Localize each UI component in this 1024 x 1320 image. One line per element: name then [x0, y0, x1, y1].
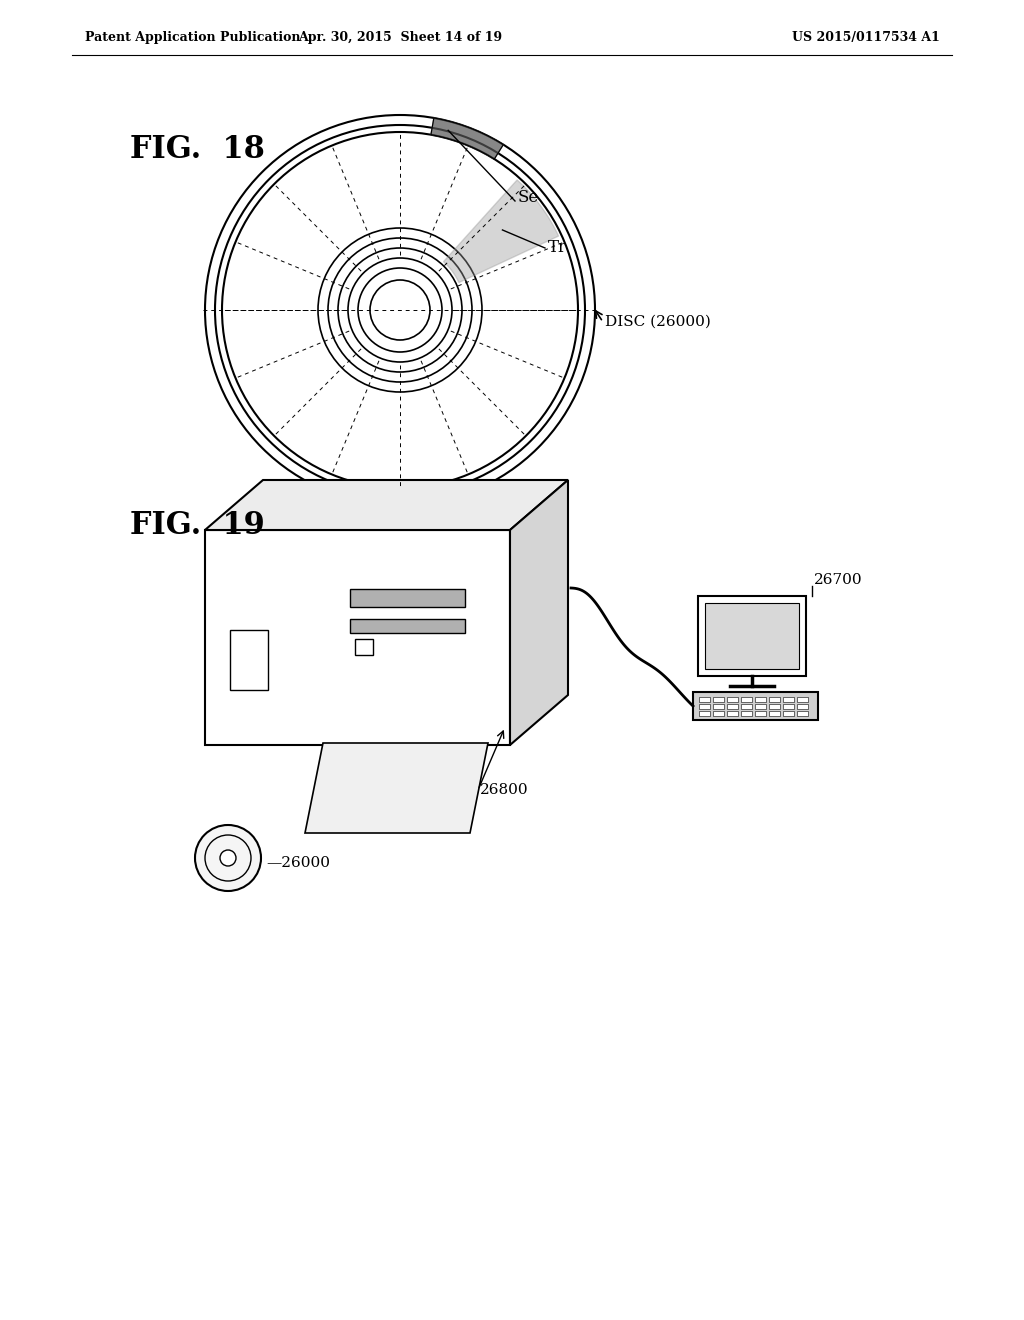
FancyBboxPatch shape: [698, 597, 806, 676]
Text: Apr. 30, 2015  Sheet 14 of 19: Apr. 30, 2015 Sheet 14 of 19: [298, 30, 502, 44]
Circle shape: [195, 825, 261, 891]
FancyBboxPatch shape: [727, 704, 738, 709]
FancyBboxPatch shape: [783, 697, 794, 702]
FancyBboxPatch shape: [797, 711, 808, 715]
Text: Patent Application Publication: Patent Application Publication: [85, 30, 300, 44]
Text: Se: Se: [518, 190, 540, 206]
FancyBboxPatch shape: [797, 697, 808, 702]
FancyBboxPatch shape: [755, 704, 766, 709]
FancyBboxPatch shape: [355, 639, 373, 655]
Polygon shape: [443, 180, 559, 282]
FancyBboxPatch shape: [699, 704, 710, 709]
Polygon shape: [205, 480, 568, 531]
FancyBboxPatch shape: [783, 704, 794, 709]
FancyBboxPatch shape: [699, 711, 710, 715]
Polygon shape: [510, 480, 568, 744]
Text: FIG.  19: FIG. 19: [130, 510, 265, 540]
Text: 26800: 26800: [480, 783, 528, 797]
FancyBboxPatch shape: [755, 711, 766, 715]
FancyBboxPatch shape: [755, 697, 766, 702]
Text: 26700: 26700: [814, 573, 862, 587]
FancyBboxPatch shape: [693, 692, 818, 719]
FancyBboxPatch shape: [713, 704, 724, 709]
FancyBboxPatch shape: [727, 711, 738, 715]
Circle shape: [370, 280, 430, 341]
FancyBboxPatch shape: [713, 711, 724, 715]
FancyBboxPatch shape: [727, 697, 738, 702]
FancyBboxPatch shape: [350, 589, 465, 607]
Text: FIG.  18: FIG. 18: [130, 135, 265, 165]
FancyBboxPatch shape: [741, 711, 752, 715]
FancyBboxPatch shape: [783, 711, 794, 715]
FancyBboxPatch shape: [769, 711, 780, 715]
Circle shape: [220, 850, 236, 866]
FancyBboxPatch shape: [705, 603, 799, 669]
Text: US 2015/0117534 A1: US 2015/0117534 A1: [793, 30, 940, 44]
FancyBboxPatch shape: [769, 697, 780, 702]
FancyBboxPatch shape: [350, 619, 465, 634]
FancyBboxPatch shape: [230, 630, 268, 690]
Text: —26000: —26000: [266, 855, 330, 870]
FancyBboxPatch shape: [205, 531, 510, 744]
Text: Tr: Tr: [548, 239, 567, 256]
Polygon shape: [305, 743, 488, 833]
FancyBboxPatch shape: [741, 704, 752, 709]
Text: DISC (26000): DISC (26000): [605, 315, 711, 329]
FancyBboxPatch shape: [699, 697, 710, 702]
FancyBboxPatch shape: [741, 697, 752, 702]
FancyBboxPatch shape: [769, 704, 780, 709]
FancyBboxPatch shape: [713, 697, 724, 702]
Polygon shape: [431, 117, 504, 158]
FancyBboxPatch shape: [797, 704, 808, 709]
